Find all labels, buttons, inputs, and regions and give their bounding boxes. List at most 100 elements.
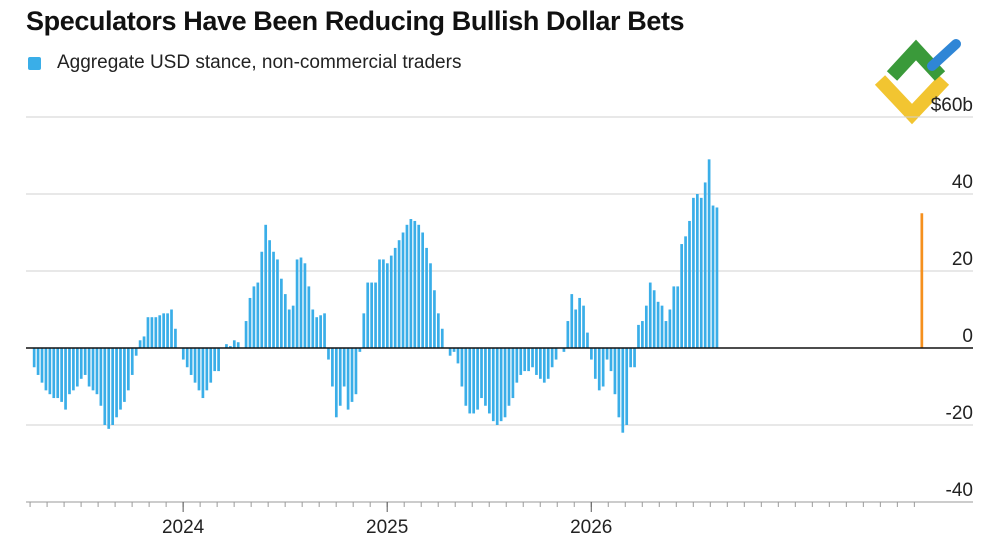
data-bar [452,348,456,352]
data-bar [539,348,542,379]
data-bar [401,232,405,348]
logo-yellow-chevron [874,75,950,125]
data-bar [256,282,260,348]
data-bar [703,182,707,348]
data-bar [342,348,346,387]
data-bar [440,328,444,348]
data-bar [193,348,197,383]
data-bar [574,309,578,348]
data-bar [425,247,428,348]
data-bar [272,251,275,348]
data-bar [633,348,636,368]
data-bar [688,220,691,348]
data-bar [668,309,672,348]
data-bar [405,224,409,348]
data-bar [44,348,48,391]
data-bar [570,294,574,348]
data-bar [252,286,256,348]
legend-swatch [28,56,41,70]
data-bar [676,286,680,348]
data-bar [468,348,472,414]
data-bar [229,346,232,348]
data-bar [158,315,162,348]
data-bar [123,348,126,402]
data-bar [287,309,291,348]
data-bar [370,282,373,348]
legend-label: Aggregate USD stance, non-commercial tra… [57,52,462,73]
data-bar [87,348,91,387]
data-bar [346,348,350,410]
x-tick-label: 2024 [162,517,205,538]
data-bar [523,348,527,372]
data-bar [695,194,699,348]
data-bar [382,259,385,348]
data-bar [299,257,303,348]
chart-title: Speculators Have Been Reducing Bullish D… [26,6,685,36]
data-bar [225,344,228,348]
data-bar [715,207,719,348]
data-bar [115,348,118,418]
data-bar [334,348,338,418]
data-bar [527,348,530,372]
y-tick-label: 20 [952,249,973,270]
data-bar [464,348,468,406]
data-bar [366,282,370,348]
data-bar [95,348,99,395]
data-bar [480,348,483,399]
data-bar [205,348,209,391]
data-bar [138,340,142,348]
data-bar [684,236,687,348]
data-bar [358,348,362,352]
data-bar [323,313,326,348]
data-bar [107,348,111,429]
data-bar [503,348,507,418]
data-bar [315,317,319,348]
data-bar [201,348,205,399]
data-bar [586,332,589,348]
data-bar [350,348,354,402]
data-bar [578,297,581,348]
data-bar [126,348,130,391]
data-bar [130,348,134,375]
y-tick-label: 0 [962,326,973,347]
data-bar [307,286,311,348]
data-bar [327,348,330,360]
data-bar [142,336,146,348]
data-bar [303,263,307,348]
data-bar [83,348,87,375]
data-bar [680,244,683,348]
data-bar [217,348,220,372]
data-bar [692,197,695,348]
data-bar [656,301,660,348]
data-bar [295,259,299,348]
data-bar [260,251,264,348]
data-bar [491,348,495,422]
data-bar [236,342,240,348]
data-bar [707,159,711,348]
data-bar [72,348,75,391]
data-bar [232,340,236,348]
data-bar [146,317,150,348]
data-bar [244,321,248,348]
data-bar [644,305,648,348]
data-bar [189,348,193,375]
data-bar [150,317,154,348]
data-bar [56,348,60,399]
brand-logo-icon [874,39,961,125]
data-bar [283,294,287,348]
data-bar [515,348,519,383]
data-bar [119,348,122,410]
data-bar [433,290,436,348]
data-bar [397,240,401,348]
data-bar [331,348,334,387]
data-bar [531,348,534,368]
data-bar [672,286,676,348]
data-bar [476,348,479,410]
data-bar [162,313,166,348]
data-bar [625,348,629,425]
data-bar [660,305,664,348]
logo-blue-stroke [927,39,961,71]
data-bar [48,348,52,395]
data-bar [185,348,189,368]
data-bar [248,297,252,348]
